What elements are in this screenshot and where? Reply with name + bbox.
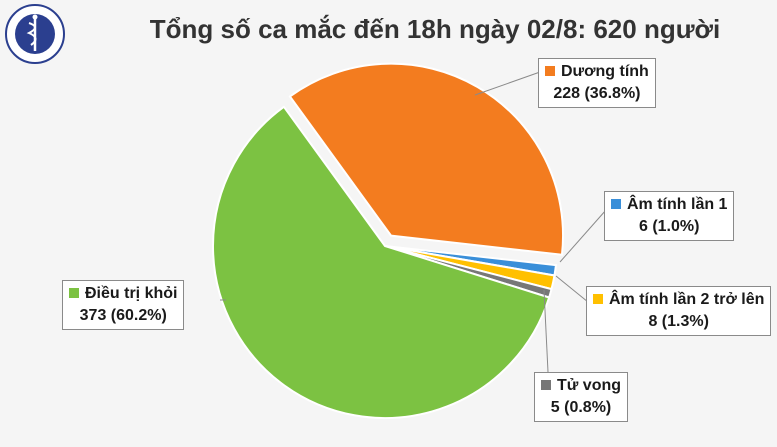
slice-name-2: Âm tính lần 2 trở lên (609, 291, 765, 308)
slice-name-4: Điều trị khỏi (85, 285, 178, 302)
slice-label-0: Dương tính 228 (36.8%) (538, 58, 656, 108)
slice-value-1: 6 (1.0%) (638, 218, 700, 235)
slice-value-0: 228 (36.8%) (553, 85, 641, 102)
slice-name-1: Âm tính lần 1 (627, 196, 728, 213)
slice-name-3: Tử vong (557, 377, 622, 394)
slice-label-1: Âm tính lần 1 6 (1.0%) (604, 191, 735, 241)
slice-value-2: 8 (1.3%) (648, 313, 709, 330)
slice-value-4: 373 (60.2%) (79, 307, 167, 324)
slice-label-3: Tử vong 5 (0.8%) (534, 372, 629, 422)
pie-slice-0 (288, 62, 565, 256)
chart-title: Tổng số ca mắc đến 18h ngày 02/8: 620 ng… (149, 14, 721, 44)
legend-swatch-2 (593, 294, 603, 304)
legend-swatch-4 (69, 288, 79, 298)
leader-line-0 (474, 71, 541, 96)
slice-name-0: Dương tính (561, 63, 649, 80)
pie-slice-4 (212, 105, 551, 419)
slice-label-4: Điều trị khỏi 373 (60.2%) (62, 280, 185, 330)
leader-line-1 (559, 209, 607, 263)
slice-label-2: Âm tính lần 2 trở lên 8 (1.3%) (586, 286, 772, 336)
ministry-of-health-logo (5, 4, 65, 64)
slice-value-3: 5 (0.8%) (550, 399, 612, 416)
leader-line-2 (555, 275, 589, 303)
leader-line-3 (543, 289, 549, 373)
legend-swatch-0 (545, 66, 555, 76)
legend-swatch-3 (541, 380, 551, 390)
legend-swatch-1 (611, 199, 621, 209)
